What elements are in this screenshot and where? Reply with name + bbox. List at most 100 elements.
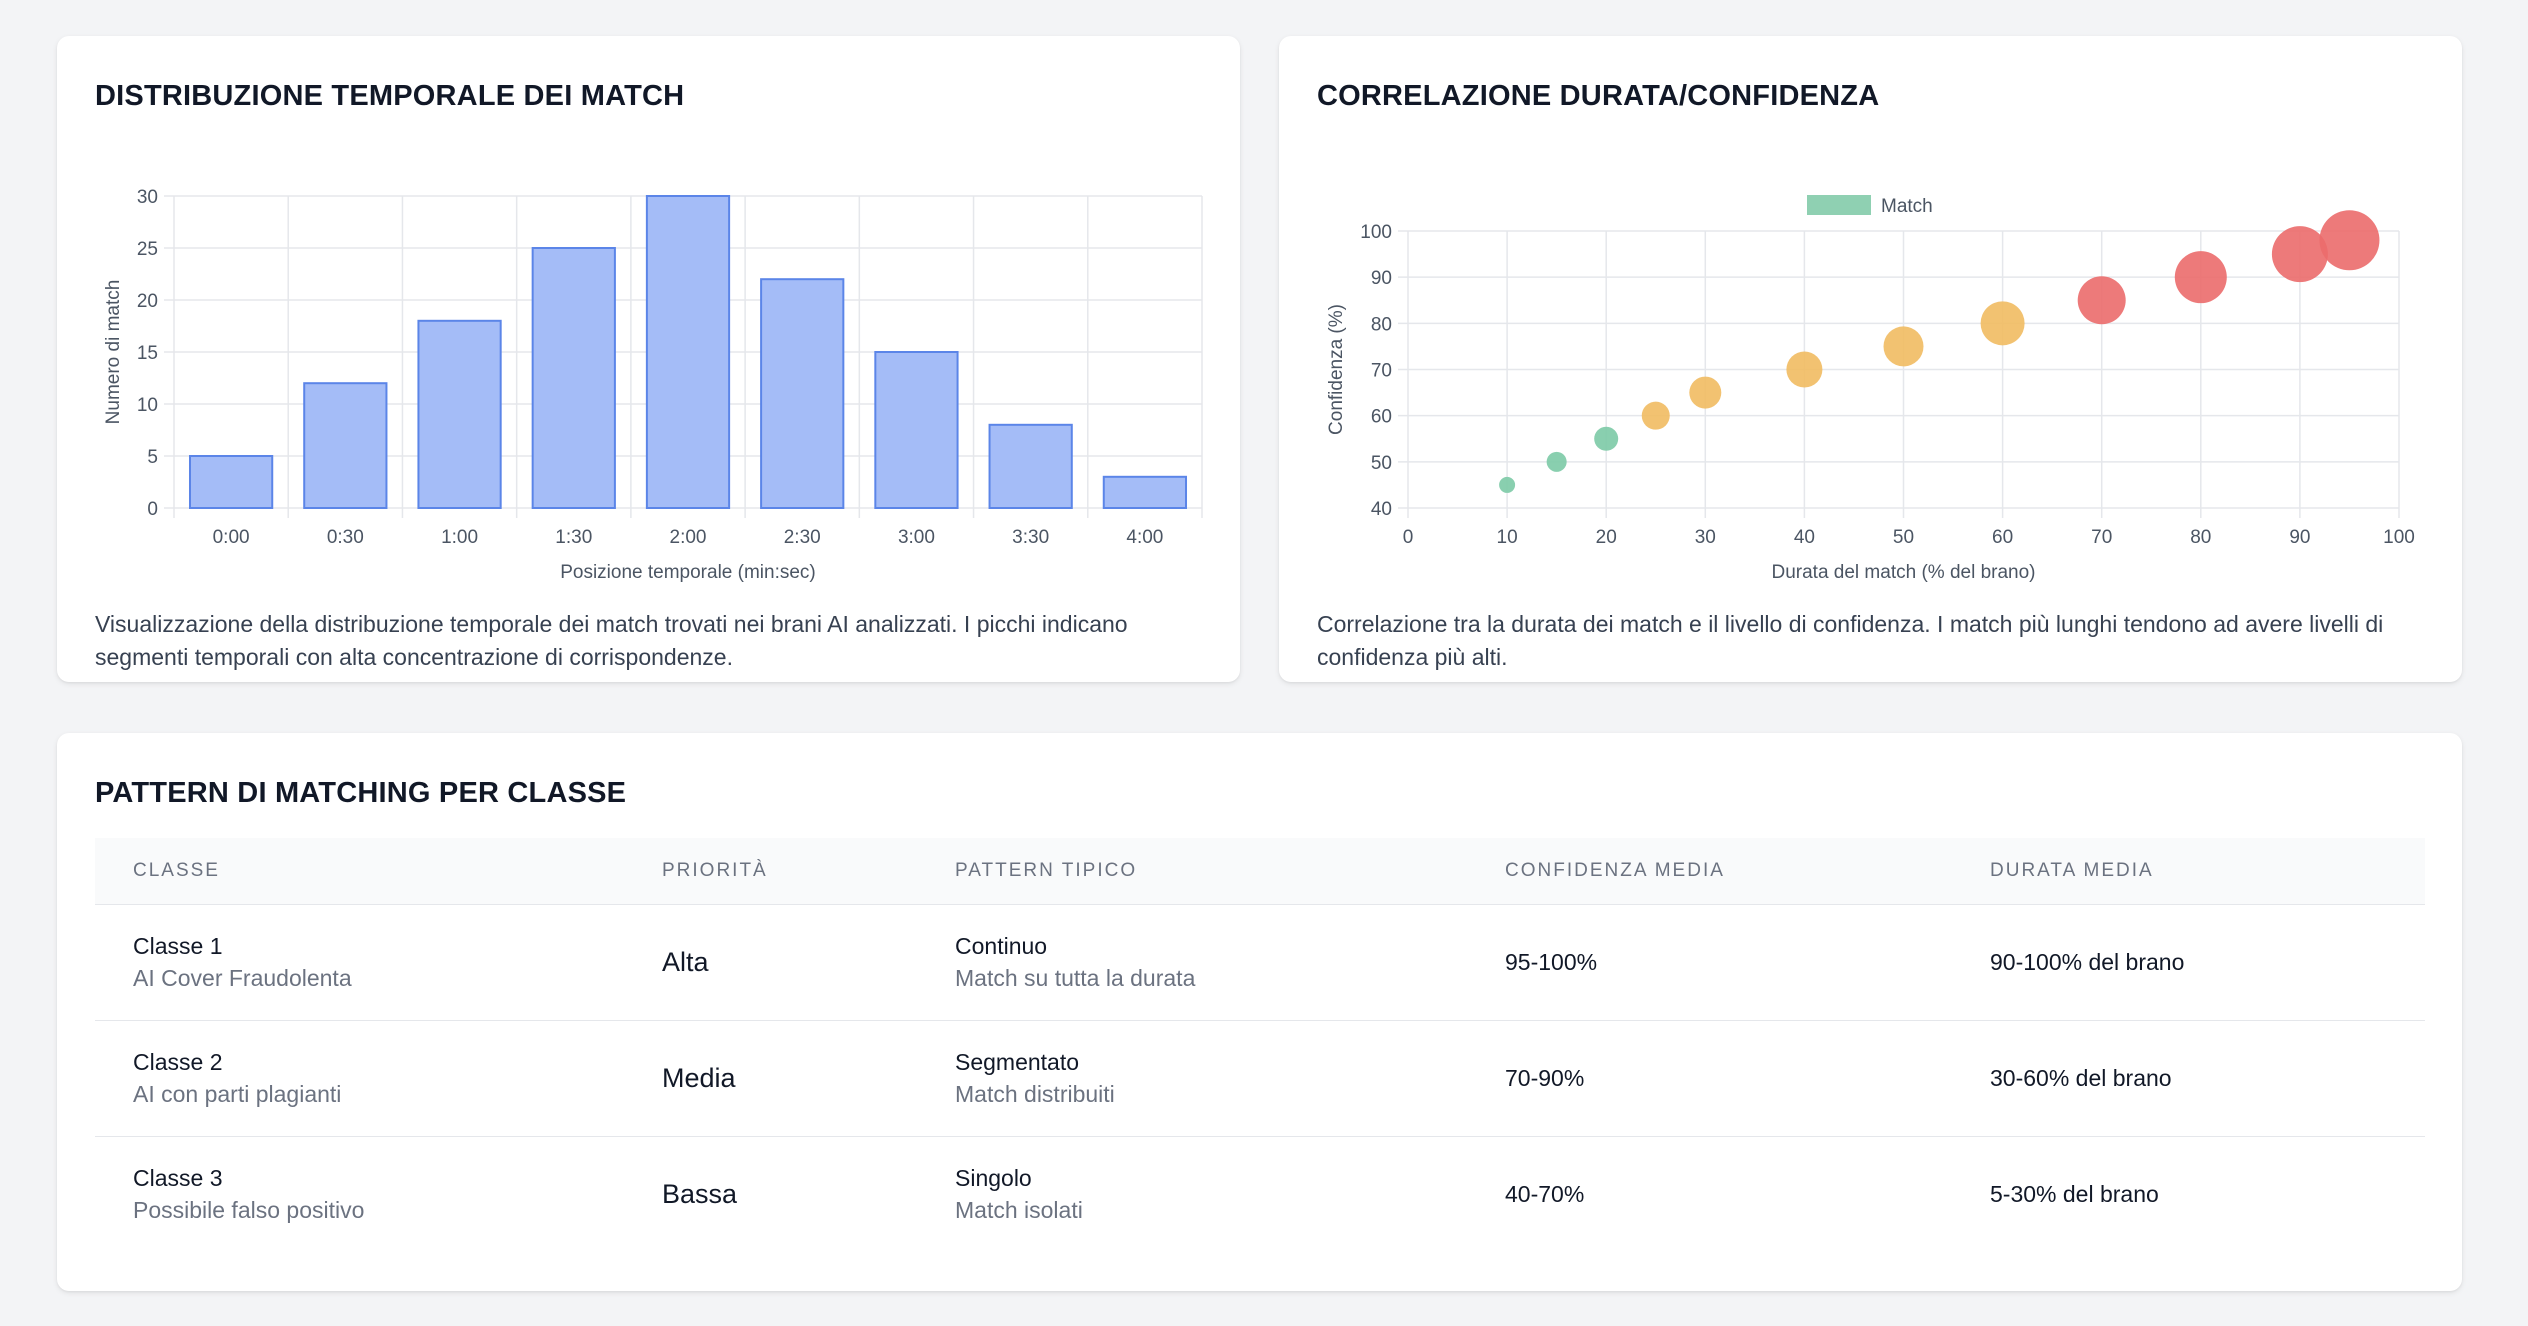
class-cell: Classe 2 AI con parti plagianti xyxy=(95,1020,624,1137)
column-header-pattern: PATTERN TIPICO xyxy=(917,838,1467,905)
correlation-card-title: CORRELAZIONE DURATA/CONFIDENZA xyxy=(1317,80,1880,112)
x-tick-label: 3:30 xyxy=(1012,527,1049,548)
y-tick-label: 25 xyxy=(137,239,158,260)
x-tick-label: 20 xyxy=(1596,527,1617,548)
bar xyxy=(988,423,1073,509)
y-tick-label: 40 xyxy=(1371,499,1392,520)
x-tick-label: 1:30 xyxy=(555,527,592,548)
x-axis-title: Posizione temporale (min:sec) xyxy=(560,562,816,583)
class-name: Classe 3 xyxy=(133,1165,223,1192)
x-tick-label: 90 xyxy=(2289,527,2310,548)
class-description: AI con parti plagianti xyxy=(133,1081,342,1107)
priority-cell: Media xyxy=(624,1020,917,1137)
y-tick-label: 15 xyxy=(137,343,158,364)
x-tick-label: 100 xyxy=(2383,527,2415,548)
y-tick-label: 0 xyxy=(147,499,158,520)
column-header-durata: DURATA MEDIA xyxy=(1952,838,2425,905)
confidence-cell: 40-70% xyxy=(1505,1180,1585,1207)
bar xyxy=(188,455,274,509)
x-tick-label: 2:30 xyxy=(784,527,821,548)
correlation-card: CORRELAZIONE DURATA/CONFIDENZA Match 40 50… xyxy=(1279,36,2462,682)
pattern-card-title: PATTERN DI MATCHING PER CLASSE xyxy=(95,777,627,809)
bar xyxy=(1102,475,1188,509)
x-tick-label: 60 xyxy=(1992,527,2013,548)
y-tick-label: 10 xyxy=(137,395,158,416)
x-tick-label: 40 xyxy=(1794,527,1815,548)
y-tick-label: 5 xyxy=(147,447,158,468)
pattern-cell: Segmentato Match distribuiti xyxy=(917,1020,1467,1137)
x-tick-label: 0:30 xyxy=(327,527,364,548)
confidence-cell: 70-90% xyxy=(1467,1020,1952,1137)
class-name: Classe 2 xyxy=(133,1049,223,1075)
x-tick-label: 80 xyxy=(2190,527,2211,548)
chart-legend: Match xyxy=(1807,195,1933,217)
temporal-distribution-card: DISTRIBUZIONE TEMPORALE DEI MATCH 0 5 10 15… xyxy=(57,36,1240,682)
data-point xyxy=(1499,476,1516,493)
temporal-bar-chart: 0 5 10 15 20 25 30 0:00 0:30 1:00 1:30 2:00 2:30 3:00… xyxy=(103,187,1203,583)
x-tick-label: 1:00 xyxy=(441,527,478,548)
x-axis-title: Durata del match (% del brano) xyxy=(1771,562,2035,583)
pattern-description: Match isolati xyxy=(955,1197,1083,1224)
column-header-priorita: PRIORITÀ xyxy=(624,838,917,905)
table-row: Classe 2 AI con parti plagianti Media Se… xyxy=(95,1020,2425,1137)
y-tick-label: 50 xyxy=(1371,453,1392,474)
class-name: Classe 1 xyxy=(133,933,223,959)
x-tick-label: 4:00 xyxy=(1126,527,1163,548)
pattern-card: PATTERN DI MATCHING PER CLASSE CLASSE PR… xyxy=(57,733,2462,1291)
table-row: Classe 3 Possibile falso positivo Bassa … xyxy=(95,1136,2425,1252)
bar xyxy=(417,319,502,509)
x-tick-label: 0:00 xyxy=(213,527,250,548)
y-axis-title: Numero di match xyxy=(103,280,124,425)
pattern-description: Match su tutta la durata xyxy=(955,965,1196,991)
class-cell: Classe 3 Possibile falso positivo xyxy=(95,1136,624,1252)
data-point xyxy=(1689,376,1722,409)
confidence-cell: 95-100% xyxy=(1467,904,1952,1021)
data-point xyxy=(1641,401,1670,430)
correlation-card-description: Correlazione tra la durata dei match e i… xyxy=(1317,611,2384,670)
data-point xyxy=(1786,351,1823,388)
pattern-cell: Singolo Match isolati xyxy=(917,1136,1467,1252)
y-tick-label: 100 xyxy=(1360,222,1392,243)
data-point xyxy=(1883,326,1924,367)
bar xyxy=(303,382,388,509)
data-point xyxy=(2319,210,2380,271)
bar xyxy=(874,351,959,509)
pattern-cell: Continuo Match su tutta la durata xyxy=(917,904,1467,1021)
class-cell: Classe 1 AI Cover Fraudolenta xyxy=(95,904,624,1021)
priority-cell: Bassa xyxy=(662,1178,738,1209)
column-header-classe: CLASSE xyxy=(95,838,624,905)
x-tick-label: 70 xyxy=(2091,527,2112,548)
pattern-description: Match distribuiti xyxy=(955,1081,1115,1107)
pattern-table: CLASSE PRIORITÀ PATTERN TIPICO CONFIDENZ… xyxy=(95,838,2425,1252)
legend-swatch xyxy=(1807,195,1871,215)
x-tick-label: 10 xyxy=(1497,527,1518,548)
pattern-name: Segmentato xyxy=(955,1049,1080,1075)
legend-label: Match xyxy=(1881,196,1933,217)
y-tick-label: 90 xyxy=(1371,268,1392,289)
duration-cell: 30-60% del brano xyxy=(1952,1020,2425,1137)
y-tick-label: 80 xyxy=(1371,314,1392,335)
column-header-confidenza: CONFIDENZA MEDIA xyxy=(1467,838,1952,905)
data-point xyxy=(1980,301,2025,346)
y-tick-label: 60 xyxy=(1371,407,1392,428)
x-tick-label: 0 xyxy=(1403,527,1414,548)
class-description: Possibile falso positivo xyxy=(133,1197,365,1224)
y-tick-label: 30 xyxy=(137,187,158,208)
duration-cell: 90-100% del brano xyxy=(1952,904,2425,1021)
pattern-name: Continuo xyxy=(955,933,1048,959)
bar xyxy=(645,195,731,509)
y-tick-label: 20 xyxy=(137,291,158,312)
duration-cell: 5-30% del brano xyxy=(1990,1180,2159,1207)
x-tick-label: 3:00 xyxy=(898,527,935,548)
x-tick-label: 50 xyxy=(1893,527,1914,548)
table-header-row: CLASSE PRIORITÀ PATTERN TIPICO CONFIDENZ… xyxy=(95,838,2425,905)
class-description: AI Cover Fraudolenta xyxy=(133,965,352,991)
correlation-bubble-chart: Match 40 50 60 70 80 90 100 0 10 20 30 40 50 60 70 80 90 1… xyxy=(1326,195,2415,583)
y-axis-title: Confidenza (%) xyxy=(1326,304,1347,435)
temporal-card-description: Visualizzazione della distribuzione temp… xyxy=(95,611,1128,670)
data-point xyxy=(2271,226,2328,283)
temporal-card-title: DISTRIBUZIONE TEMPORALE DEI MATCH xyxy=(95,80,685,112)
x-tick-label: 2:00 xyxy=(670,527,707,548)
bar xyxy=(760,278,845,509)
data-point xyxy=(1594,426,1619,451)
